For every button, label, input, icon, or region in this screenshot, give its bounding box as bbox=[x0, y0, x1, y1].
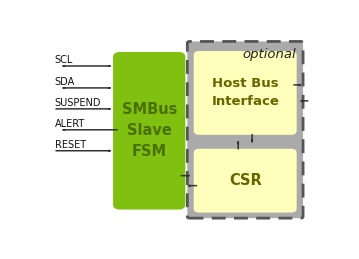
Text: RESET: RESET bbox=[55, 140, 86, 150]
FancyBboxPatch shape bbox=[194, 51, 297, 135]
FancyBboxPatch shape bbox=[187, 41, 303, 218]
Text: Host Bus
Interface: Host Bus Interface bbox=[211, 77, 279, 109]
Text: SCL: SCL bbox=[55, 55, 73, 65]
Text: ALERT: ALERT bbox=[55, 119, 85, 129]
Text: CSR: CSR bbox=[229, 173, 262, 188]
Text: optional: optional bbox=[243, 48, 297, 61]
FancyBboxPatch shape bbox=[113, 52, 185, 210]
Text: SUSPEND: SUSPEND bbox=[55, 98, 101, 108]
Text: SDA: SDA bbox=[55, 77, 75, 87]
FancyBboxPatch shape bbox=[194, 149, 297, 213]
Text: SMBus
Slave
FSM: SMBus Slave FSM bbox=[122, 102, 177, 159]
